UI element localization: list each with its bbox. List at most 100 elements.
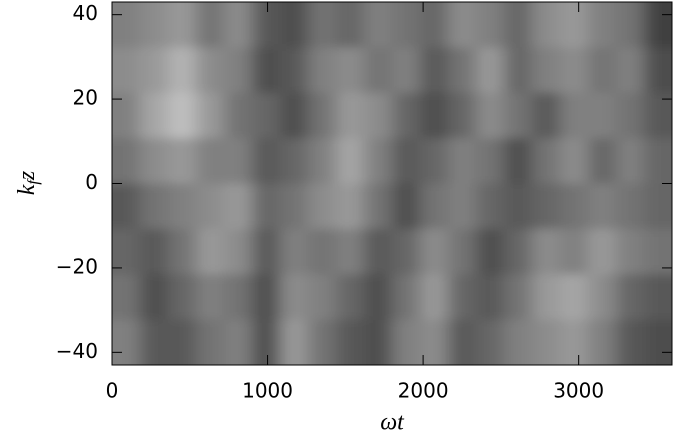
heatmap-cell [168, 228, 197, 276]
heatmap-cell [616, 228, 645, 276]
heatmap-cell [616, 183, 645, 230]
heatmap-cell [644, 47, 672, 94]
heatmap-cell [336, 274, 365, 321]
heatmap-cell [616, 274, 645, 321]
heatmap-cell [616, 47, 645, 94]
x-tick-label: 2000 [398, 379, 449, 403]
heatmap-cell [532, 2, 561, 49]
y-axis-label: kfz [14, 170, 42, 195]
heatmap-cell [392, 138, 421, 185]
heatmap-cell [140, 47, 169, 94]
y-tick-label: 40 [73, 1, 98, 25]
heatmap-cell [504, 183, 533, 230]
heatmap-cell [140, 138, 169, 185]
heatmap-cell [112, 183, 141, 230]
heatmap-cell [336, 92, 365, 140]
heatmap-cell [392, 319, 421, 365]
heatmap-cell [560, 47, 589, 94]
heatmap [112, 2, 672, 365]
heatmap-cell [364, 47, 393, 94]
heatmap-cell [252, 138, 281, 185]
heatmap-cell [224, 228, 253, 276]
heatmap-cell [112, 2, 141, 49]
heatmap-cell [308, 2, 337, 49]
heatmap-cell [280, 274, 309, 321]
heatmap-cell [616, 2, 645, 49]
heatmap-cell [336, 138, 365, 185]
heatmap-cell [504, 274, 533, 321]
heatmap-cell [532, 47, 561, 94]
heatmap-cell [392, 228, 421, 276]
heatmap-cell [308, 138, 337, 185]
heatmap-cell [448, 183, 477, 230]
heatmap-cell [560, 2, 589, 49]
heatmap-cell [616, 92, 645, 140]
heatmap-cell [420, 228, 449, 276]
heatmap-cell [224, 47, 253, 94]
heatmap-cell [616, 138, 645, 185]
heatmap-cell [224, 274, 253, 321]
heatmap-cell [476, 319, 505, 365]
heatmap-cell [224, 319, 253, 365]
heatmap-cell [308, 47, 337, 94]
heatmap-cell [140, 274, 169, 321]
heatmap-cell [504, 47, 533, 94]
heatmap-cell [336, 47, 365, 94]
heatmap-cell [392, 92, 421, 140]
heatmap-cell [196, 92, 225, 140]
heatmap-cell [532, 138, 561, 185]
heatmap-cell [364, 138, 393, 185]
heatmap-cell [560, 228, 589, 276]
heatmap-cell [476, 47, 505, 94]
heatmap-cell [420, 2, 449, 49]
heatmap-cell [224, 183, 253, 230]
heatmap-cell [532, 228, 561, 276]
heatmap-cell [308, 92, 337, 140]
heatmap-cell [448, 319, 477, 365]
heatmap-cell [364, 92, 393, 140]
heatmap-cell [448, 47, 477, 94]
heatmap-cell [196, 183, 225, 230]
heatmap-cell [420, 274, 449, 321]
heatmap-cell [588, 183, 617, 230]
heatmap-cell [392, 2, 421, 49]
heatmap-cell [560, 319, 589, 365]
heatmap-cell [644, 319, 672, 365]
heatmap-cell [224, 92, 253, 140]
heatmap-cell [476, 183, 505, 230]
heatmap-cell [420, 183, 449, 230]
heatmap-cell [168, 319, 197, 365]
heatmap-cell [532, 92, 561, 140]
heatmap-cell [504, 228, 533, 276]
heatmap-cell [644, 183, 672, 230]
heatmap-cell [420, 319, 449, 365]
heatmap-cell [644, 138, 672, 185]
heatmap-cell [308, 319, 337, 365]
x-axis-label: ωt [380, 410, 405, 436]
heatmap-cell [588, 92, 617, 140]
heatmap-cell [252, 92, 281, 140]
heatmap-cell [532, 274, 561, 321]
heatmap-cell [644, 92, 672, 140]
heatmap-cell [168, 274, 197, 321]
heatmap-cell [392, 274, 421, 321]
heatmap-cell [112, 138, 141, 185]
heatmap-cell [560, 92, 589, 140]
heatmap-cell [364, 183, 393, 230]
heatmap-cell [420, 92, 449, 140]
heatmap-cell [448, 228, 477, 276]
heatmap-cell [588, 47, 617, 94]
heatmap-cell [364, 2, 393, 49]
heatmap-cell [308, 274, 337, 321]
heatmap-cell [504, 138, 533, 185]
heatmap-cell [504, 92, 533, 140]
heatmap-cell [532, 183, 561, 230]
heatmap-cell [168, 138, 197, 185]
heatmap-cell [448, 138, 477, 185]
heatmap-cell [196, 138, 225, 185]
heatmap-cell [280, 228, 309, 276]
heatmap-cell [196, 47, 225, 94]
heatmap-cell [448, 274, 477, 321]
heatmap-cell [196, 2, 225, 49]
